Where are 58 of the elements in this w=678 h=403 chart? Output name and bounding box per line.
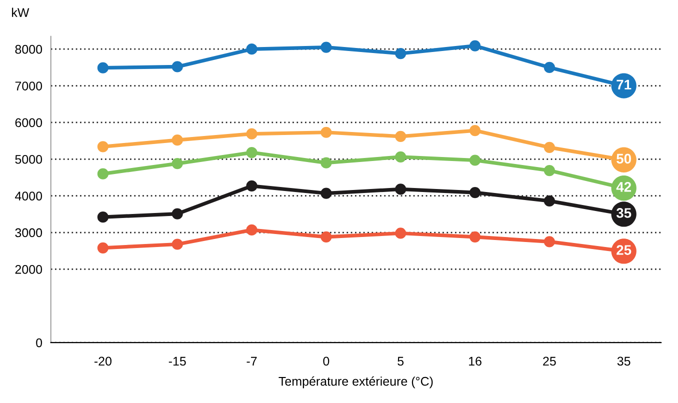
x-tick-label: -7 [246, 356, 257, 366]
x-tick-label: -20 [94, 356, 112, 366]
point [469, 154, 481, 166]
point [320, 231, 332, 242]
point [246, 44, 258, 55]
x-tick-label: 5 [398, 356, 404, 366]
point [97, 242, 108, 254]
point [544, 236, 555, 248]
y-tick-label: 7000 [15, 82, 42, 90]
series-label: 35 [616, 208, 632, 218]
series-label: 71 [616, 80, 632, 90]
point [172, 208, 183, 220]
point [469, 186, 481, 198]
point [172, 61, 183, 72]
y-axis-title: kW [12, 8, 30, 17]
point [97, 212, 108, 223]
series-label: 42 [616, 182, 632, 192]
point [320, 157, 332, 168]
y-tick-label: 8000 [15, 44, 42, 54]
point [320, 42, 332, 53]
point [395, 151, 406, 163]
point [172, 238, 183, 250]
series-label: 25 [616, 245, 632, 255]
point [395, 48, 406, 60]
y-tick-label: 5000 [15, 154, 42, 164]
point [469, 124, 481, 136]
point [469, 231, 481, 242]
point [320, 126, 332, 138]
y-tick-label: 2000 [15, 264, 42, 274]
point [97, 168, 108, 180]
point [97, 62, 108, 74]
point [544, 195, 555, 207]
x-axis-title: Température extérieure (°C) [278, 376, 433, 388]
point [246, 146, 258, 158]
point [246, 128, 258, 140]
point [97, 141, 108, 152]
point [469, 40, 481, 52]
point [395, 184, 406, 195]
series-label: 50 [616, 154, 631, 164]
y-tick-label: 3000 [15, 228, 42, 238]
y-tick-label: 0 [36, 338, 42, 348]
x-tick-label: 16 [469, 356, 482, 366]
x-tick-label: 35 [617, 356, 630, 366]
point [395, 228, 406, 239]
y-tick-label: 6000 [15, 118, 42, 128]
point [246, 180, 258, 192]
point [172, 134, 183, 146]
x-tick-label: -15 [168, 356, 186, 366]
x-tick-label: 0 [323, 356, 330, 366]
point [395, 130, 406, 142]
point [320, 188, 332, 199]
point [544, 164, 555, 176]
point [544, 62, 555, 74]
y-tick-label: 4000 [15, 192, 42, 200]
x-tick-label: 25 [543, 356, 556, 366]
point [544, 142, 555, 153]
point [172, 158, 183, 170]
point [246, 224, 258, 236]
